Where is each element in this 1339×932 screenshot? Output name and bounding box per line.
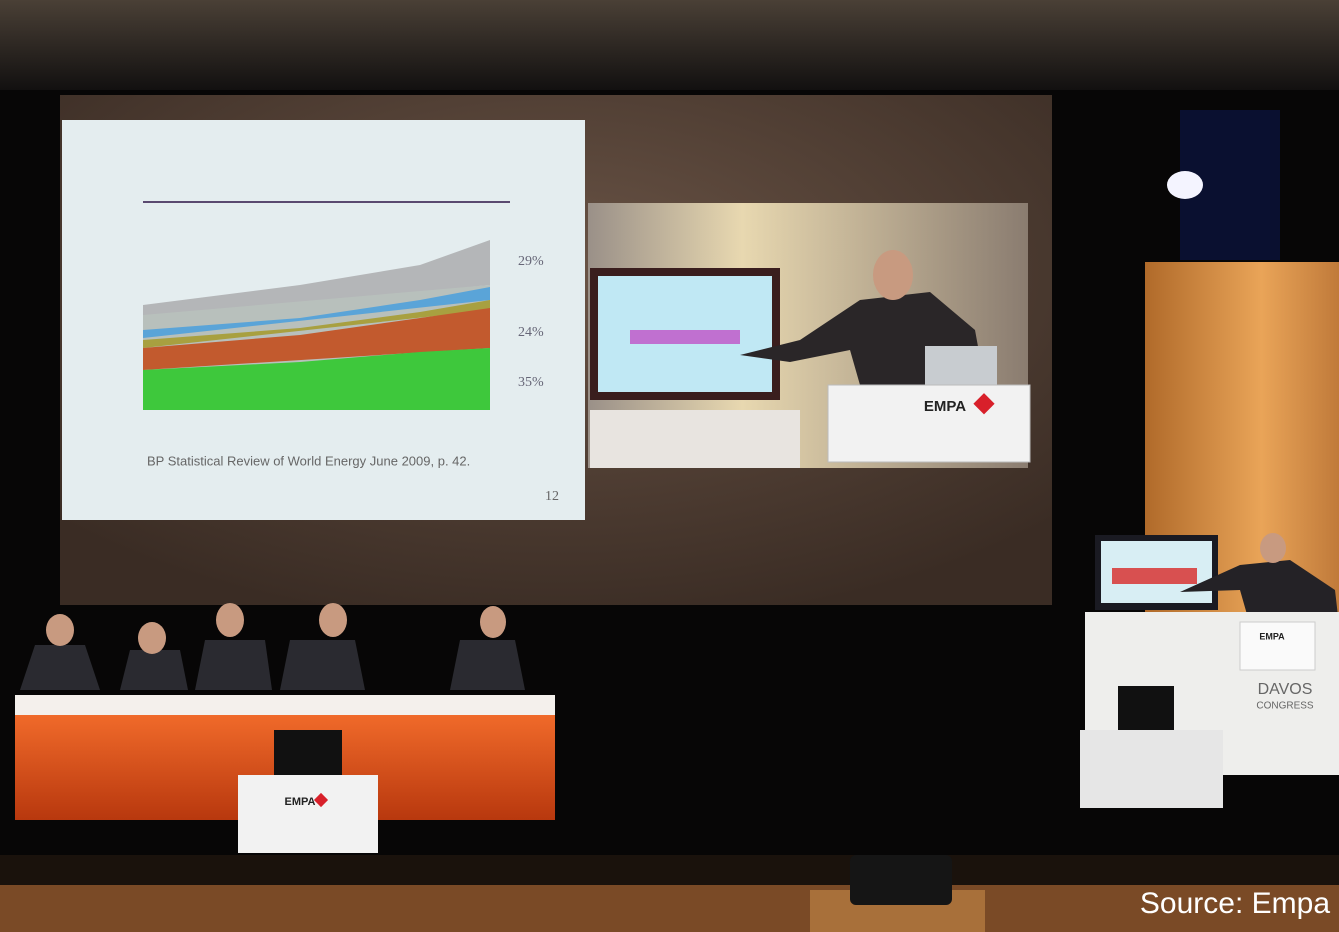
slide-label: 29% <box>518 254 544 269</box>
front-monitor <box>274 730 342 775</box>
projector <box>850 855 952 905</box>
table-top <box>15 695 555 715</box>
speaker-head <box>873 250 913 300</box>
slide-label: 35% <box>518 375 544 390</box>
venue-logo: DAVOS <box>1258 681 1313 698</box>
slide-citation: BP Statistical Review of World Energy Ju… <box>147 453 470 468</box>
slide-page-number: 12 <box>545 489 559 504</box>
podium-panel <box>1240 622 1315 670</box>
logo: EMPA <box>1259 631 1285 641</box>
stage-edge <box>0 855 1339 885</box>
spotlight <box>1167 171 1203 199</box>
side-table <box>1080 730 1223 808</box>
slide-label: 24% <box>518 325 544 340</box>
laptop <box>925 346 997 386</box>
side-monitor <box>1118 686 1174 730</box>
monitor-chart <box>630 330 740 344</box>
stage-speaker-head <box>1260 533 1286 563</box>
front-table <box>238 775 378 853</box>
ceiling <box>0 0 1339 90</box>
venue-logo: CONGRESS <box>1256 701 1314 712</box>
photo: 29% 24% 35% BP Statistical Review of Wor… <box>0 0 1339 932</box>
table <box>590 410 800 468</box>
stage-front <box>0 885 1339 932</box>
logo: EMPA <box>285 796 316 808</box>
caption: Source: Empa <box>1140 887 1330 920</box>
podium <box>828 385 1030 462</box>
logo: EMPA <box>924 398 966 415</box>
stage-monitor-chart <box>1112 568 1197 584</box>
